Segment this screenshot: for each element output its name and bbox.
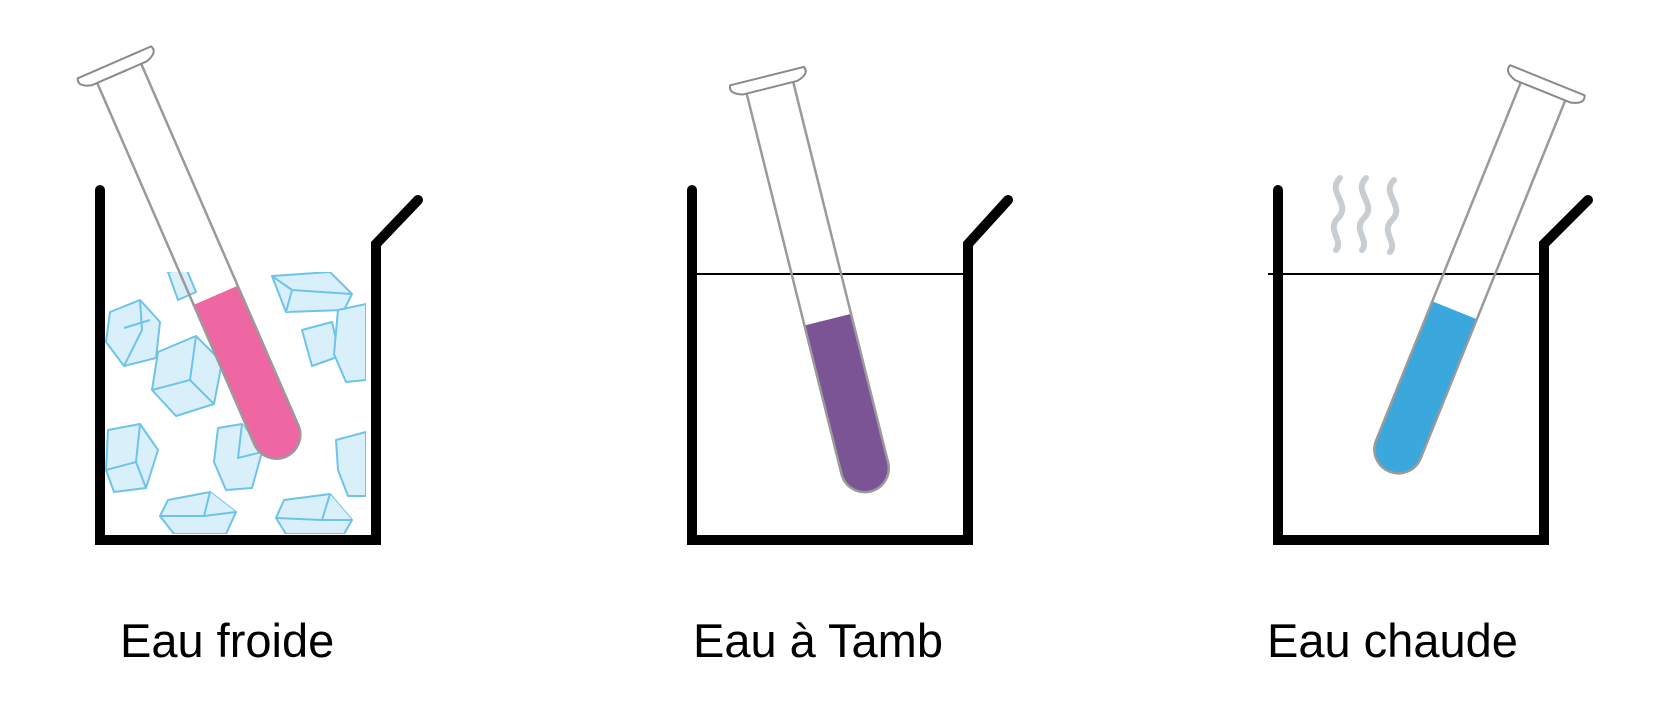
test-tube-hot	[1373, 64, 1586, 475]
beaker-room: Eau à Tamb	[687, 65, 1013, 667]
beaker-hot: Eau chaude	[1267, 64, 1593, 667]
beaker-label-hot: Eau chaude	[1267, 614, 1518, 667]
beaker-outline	[1273, 185, 1593, 545]
beaker-label-room: Eau à Tamb	[693, 614, 943, 667]
test-tube-room	[728, 65, 890, 494]
beaker-outline	[95, 185, 423, 545]
steam-icon	[1330, 175, 1400, 255]
beaker-cold: Eau froide	[76, 45, 423, 667]
beaker-outline	[687, 185, 1013, 545]
beaker-label-cold: Eau froide	[120, 614, 334, 667]
test-tube-cold	[76, 45, 302, 460]
ice-cubes-icon	[105, 272, 366, 534]
